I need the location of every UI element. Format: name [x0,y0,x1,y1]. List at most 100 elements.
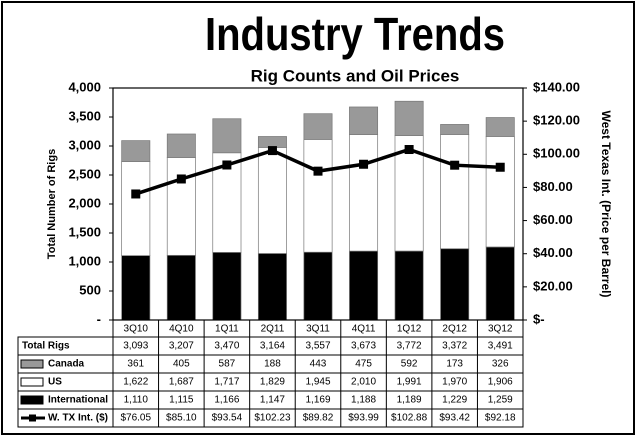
y-tick-label: 4,000 [68,79,101,94]
legend-label: W. TX Int. ($) [48,413,108,424]
y-tick-label: 500 [79,282,101,297]
y2-axis-label: West Texas Int. (Price per Barrel) [599,111,613,298]
table-cell: 3,491 [488,341,513,352]
table-cell: 1,188 [351,395,376,406]
table-cell: 3,772 [397,341,422,352]
price-marker [222,160,232,170]
table-cell: 1,259 [488,395,513,406]
y2-tick-label: $- [533,311,545,326]
bar-segment [257,253,287,321]
plot-frame [112,87,524,321]
table-cell: 2,010 [351,377,376,388]
legend-label: Canada [48,359,85,370]
table-cell: 326 [492,359,509,370]
table-cell: 3,557 [305,341,330,352]
x-tick-label: 1Q11 [215,324,239,335]
bar-segment [166,254,196,321]
bar-segment [303,251,333,321]
table-cell: 1,189 [397,395,422,406]
x-tick-label: 3Q10 [124,324,149,335]
y-tick-label: 3,000 [68,137,101,152]
table-cell: 3,372 [442,341,467,352]
table-cell: $102.88 [391,413,428,424]
table-cell: 1,687 [169,377,194,388]
table-cell: 1,166 [214,395,239,406]
bar-segment [485,246,515,321]
bar-segment [349,250,379,321]
bar-segment [349,134,379,252]
table-cell: 173 [446,359,463,370]
table-cell: 405 [173,359,190,370]
table-cell: 1,945 [305,377,330,388]
y2-tick-label: $140.00 [533,79,580,94]
table-cell: 3,207 [169,341,194,352]
price-marker [267,146,277,156]
bar-segment [212,252,242,321]
table-cell: 587 [219,359,236,370]
table-cell: 1,110 [124,395,149,406]
bar-segment [212,118,242,154]
bar-segment [485,136,515,248]
table-cell: 1,991 [397,377,422,388]
bar-segment [485,117,515,137]
table-cell: 3,093 [123,341,148,352]
legend-swatch [20,377,44,387]
x-tick-label: 2Q12 [442,324,467,335]
y-tick-label: 3,500 [68,108,101,123]
y-tick-label: 2,000 [68,195,101,210]
bar-segment [166,133,196,158]
table-cell: 1,229 [442,395,467,406]
y-tick-label: 1,000 [68,253,101,268]
bar-segment [121,161,151,256]
chart-title: Industry Trends [205,8,505,60]
y2-tick-label: $120.00 [533,113,580,128]
x-tick-label: 1Q12 [397,324,422,335]
table-cell: $93.99 [348,413,379,424]
bar-segment [440,248,470,321]
bar-segment [166,157,196,256]
table-cell: $93.42 [439,413,470,424]
table-cell: 475 [355,359,372,370]
table-cell: $89.82 [303,413,334,424]
table-cell: 1,622 [123,377,148,388]
y-axis-label: Total Number of Rigs [46,149,58,259]
table-cell: 1,115 [169,395,194,406]
table-cell: 3,470 [214,341,239,352]
row-label: Total Rigs [22,341,70,352]
table-cell: 3,673 [351,341,376,352]
legend-label: US [48,377,62,388]
table-cell: 443 [310,359,327,370]
y-tick-label: - [97,311,101,326]
x-tick-label: 3Q12 [488,324,513,335]
table-cell: 188 [264,359,281,370]
table-cell: 1,717 [214,377,239,388]
table-cell: 1,147 [260,395,285,406]
legend-marker [29,414,36,422]
price-marker [359,159,369,169]
table-cell: 1,970 [442,377,467,388]
x-tick-label: 4Q10 [169,324,194,335]
table-cell: $85.10 [166,413,197,424]
bar-segment [349,106,379,135]
price-marker [176,174,186,184]
legend-label: International [48,395,108,406]
price-marker [495,162,505,172]
table-cell: 592 [401,359,418,370]
bar-segment [440,134,470,250]
bar-segment [121,255,151,321]
bar-segment [303,113,333,140]
price-marker [450,160,460,170]
bar-segment [121,140,151,162]
x-tick-label: 2Q11 [261,324,285,335]
bar-segment [394,135,424,252]
table-cell: 3,164 [260,341,285,352]
y2-tick-label: $100.00 [533,146,580,161]
table-cell: $102.23 [254,413,291,424]
bar-segment [440,124,470,135]
x-tick-label: 3Q11 [306,324,330,335]
table-cell: 1,169 [305,395,330,406]
y-tick-label: 2,500 [68,166,101,181]
price-marker [131,189,141,199]
